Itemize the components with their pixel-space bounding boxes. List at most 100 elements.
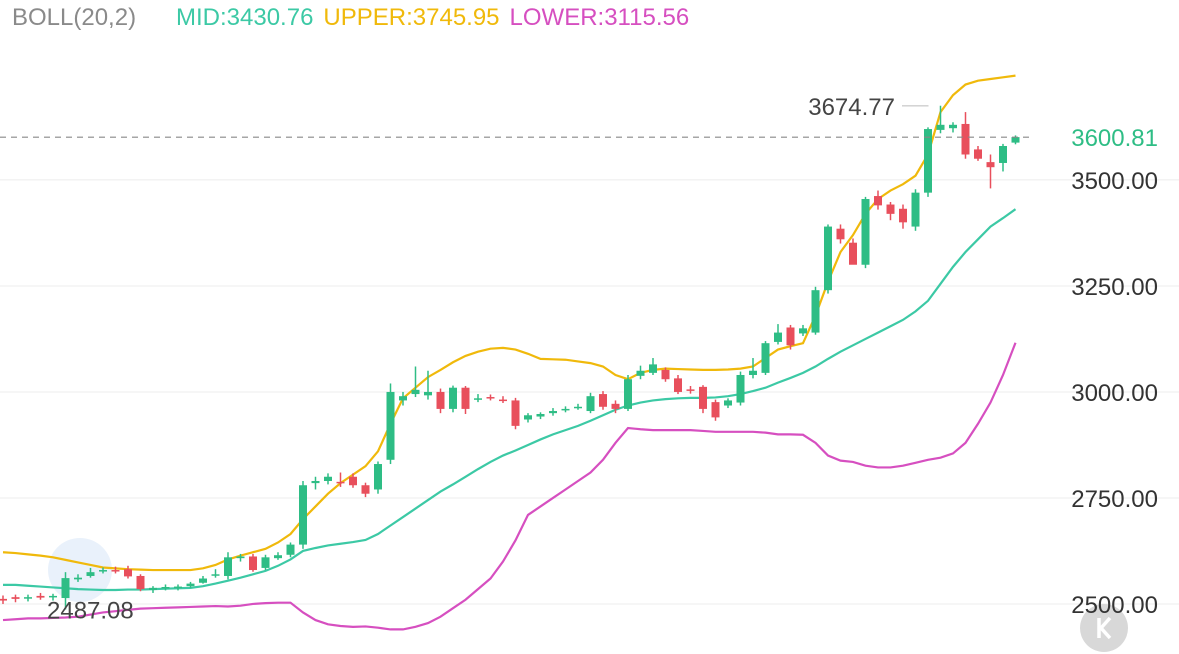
candle-body: [324, 476, 332, 481]
candle-body: [661, 369, 670, 380]
back-button[interactable]: [1080, 604, 1128, 652]
candle-body: [36, 595, 45, 598]
candle-body: [724, 400, 732, 406]
y-tick-label: 2750.00: [1071, 486, 1158, 513]
legend: BOLL(20,2) MID:3430.76 UPPER:3745.95 LOWER…: [12, 4, 689, 31]
band-line: [2, 74, 1016, 572]
candle-body: [436, 391, 445, 409]
candle-body: [786, 327, 795, 346]
candle-body: [799, 328, 807, 334]
candle-body: [499, 399, 507, 402]
candle-body: [61, 578, 70, 599]
candle-body: [224, 557, 232, 576]
y-tick-label: 3500.00: [1071, 168, 1158, 195]
candle-body: [424, 391, 432, 396]
candle-body: [686, 389, 695, 391]
back-icon: [1097, 616, 1112, 640]
candle-body: [849, 242, 857, 265]
candle-body: [149, 587, 157, 590]
candle-body: [236, 556, 245, 559]
candle-body: [561, 408, 570, 411]
candle-body: [161, 587, 170, 589]
indicator-label: BOLL(20,2): [12, 4, 136, 31]
band-line: [2, 342, 1017, 631]
candle-body: [311, 480, 320, 484]
candle-body: [774, 332, 782, 342]
candle-body: [974, 149, 982, 159]
candle-body: [299, 485, 307, 545]
candle-body: [461, 387, 470, 409]
candle-body: [249, 556, 257, 571]
candle-body: [836, 228, 845, 240]
current-price-box: [1032, 117, 1172, 158]
legend-label: LOWER:3115.56: [510, 4, 690, 31]
y-tick-label: 3250.00: [1071, 274, 1158, 301]
candle-body: [961, 123, 970, 155]
candle-body: [674, 378, 682, 392]
legend-label: MID:3430.76: [176, 4, 313, 31]
candle-body: [949, 124, 957, 129]
candle-body: [524, 415, 532, 420]
candle-body: [611, 403, 620, 409]
low-marker-label: 2487.08: [47, 597, 134, 624]
candle-body: [24, 597, 32, 599]
candle-body: [0, 598, 7, 601]
candle-body: [736, 374, 745, 403]
candle-body: [186, 583, 195, 587]
candle-body: [911, 192, 920, 227]
candle-body: [636, 370, 645, 376]
candle-body: [649, 364, 657, 373]
candle-body: [511, 400, 520, 426]
candle-body: [861, 199, 870, 265]
candle-body: [624, 379, 632, 409]
candle-body: [749, 370, 757, 375]
band-line: [3, 208, 1017, 592]
candle-body: [586, 396, 595, 412]
candle-body: [486, 397, 495, 399]
high-marker-label: 3674.77: [808, 94, 895, 121]
candle-body: [211, 574, 220, 576]
candle-body: [336, 481, 345, 484]
candle-body: [174, 586, 182, 589]
candle-body: [1011, 137, 1020, 143]
candle-body: [124, 569, 132, 577]
candle-body: [136, 575, 145, 590]
candle-body: [286, 544, 295, 555]
candle-body: [824, 226, 832, 291]
candle-body: [986, 162, 995, 168]
candle-body: [374, 464, 382, 490]
candle-body: [399, 396, 407, 401]
candle-body: [474, 398, 482, 400]
candle-body: [386, 391, 395, 460]
candle-body: [111, 570, 120, 572]
candle-body: [936, 124, 945, 130]
candle-body: [349, 476, 357, 486]
candle-body: [874, 196, 882, 206]
candle-body: [761, 343, 770, 373]
y-tick-label: 2500.00: [1071, 592, 1158, 619]
candle-body: [924, 129, 932, 193]
candle-body: [711, 402, 720, 418]
candle-body: [699, 386, 707, 409]
candle-body: [999, 146, 1007, 163]
candle-body: [574, 406, 582, 409]
candle-body: [599, 394, 607, 407]
candle-body: [261, 557, 270, 568]
candle-body: [11, 597, 20, 599]
candle-body: [811, 290, 820, 333]
candle-body: [886, 204, 895, 214]
candle-body: [49, 595, 57, 598]
candle-body: [899, 208, 907, 223]
candle-body: [549, 411, 557, 414]
candle-body: [86, 572, 95, 576]
candle-body: [449, 387, 457, 409]
candle-body: [536, 413, 545, 417]
current-price-label: 3600.81: [1071, 125, 1158, 152]
candle-body: [411, 389, 420, 395]
candle-body: [361, 485, 370, 494]
candle-body: [99, 570, 107, 572]
candle-body: [274, 555, 282, 559]
y-tick-label: 3000.00: [1071, 380, 1158, 407]
